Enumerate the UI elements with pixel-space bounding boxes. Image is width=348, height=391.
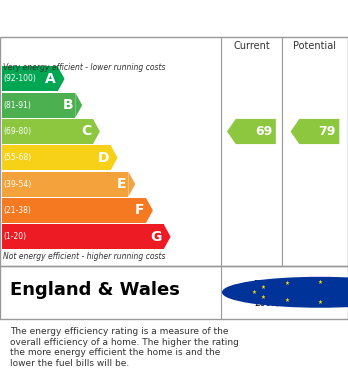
Text: E: E [117,177,127,191]
FancyBboxPatch shape [2,224,164,249]
Text: (81-91): (81-91) [3,101,31,110]
Text: D: D [97,151,109,165]
FancyBboxPatch shape [2,119,93,144]
Text: ★: ★ [252,290,256,295]
Text: ★: ★ [318,280,323,285]
Polygon shape [227,119,276,144]
Text: Not energy efficient - higher running costs: Not energy efficient - higher running co… [3,252,166,261]
FancyBboxPatch shape [2,93,75,118]
Text: (55-68): (55-68) [3,153,32,162]
FancyBboxPatch shape [2,145,111,170]
Text: Energy Efficiency Rating: Energy Efficiency Rating [10,9,258,28]
Text: ★: ★ [285,281,290,286]
Text: EU Directive: EU Directive [254,280,310,289]
FancyBboxPatch shape [2,198,146,223]
Polygon shape [111,145,118,170]
Text: C: C [81,124,91,138]
Polygon shape [58,66,65,91]
FancyBboxPatch shape [2,172,128,197]
Circle shape [223,278,348,307]
Text: England & Wales: England & Wales [10,281,180,299]
Text: (69-80): (69-80) [3,127,32,136]
Text: Very energy efficient - lower running costs: Very energy efficient - lower running co… [3,63,166,72]
Text: ★: ★ [285,298,290,303]
Text: B: B [63,98,73,112]
Text: 69: 69 [255,125,272,138]
Text: ★: ★ [318,300,323,305]
Polygon shape [93,119,100,144]
Polygon shape [291,119,339,144]
Text: Current: Current [233,41,270,51]
FancyBboxPatch shape [2,66,58,91]
Text: (92-100): (92-100) [3,74,36,83]
Text: ★: ★ [260,285,265,290]
Text: (39-54): (39-54) [3,179,32,188]
Text: A: A [45,72,56,86]
Text: Potential: Potential [293,41,337,51]
Polygon shape [128,172,135,197]
Polygon shape [146,198,153,223]
Text: 79: 79 [318,125,336,138]
Text: 2002/91/EC: 2002/91/EC [254,298,306,307]
Text: (21-38): (21-38) [3,206,31,215]
Text: F: F [135,203,144,217]
Polygon shape [75,93,82,118]
Text: The energy efficiency rating is a measure of the
overall efficiency of a home. T: The energy efficiency rating is a measur… [10,327,239,368]
Text: (1-20): (1-20) [3,232,26,241]
Text: ★: ★ [260,295,265,300]
Polygon shape [164,224,171,249]
Text: G: G [151,230,162,244]
